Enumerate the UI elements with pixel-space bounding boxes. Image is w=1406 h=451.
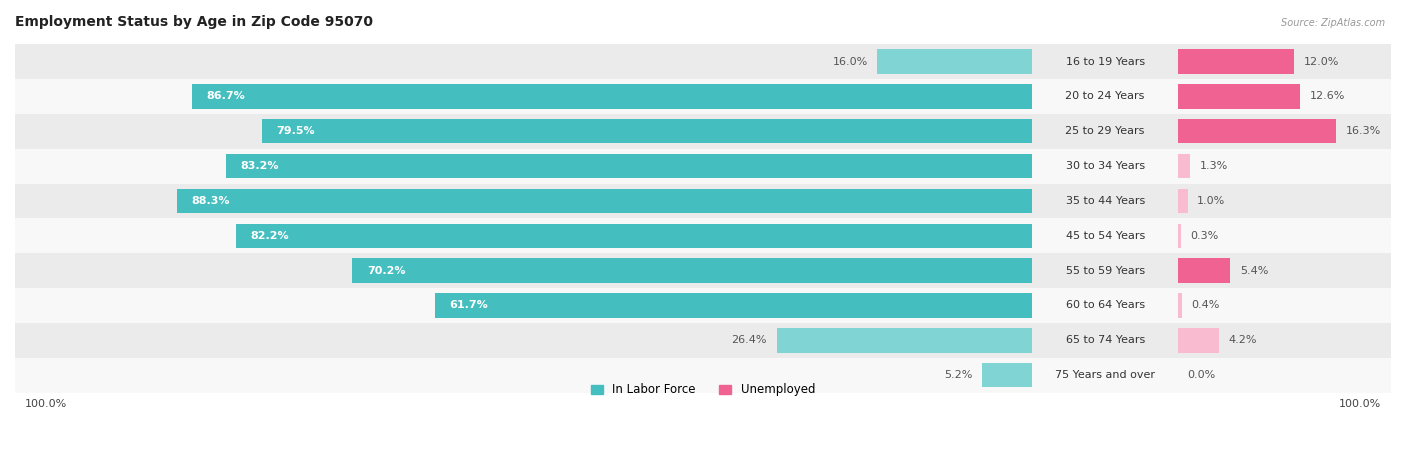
Bar bbox=[1178, 258, 1230, 283]
Bar bbox=[1178, 49, 1294, 74]
Text: 1.3%: 1.3% bbox=[1201, 161, 1229, 171]
Bar bbox=[1178, 293, 1181, 318]
Text: 35 to 44 Years: 35 to 44 Years bbox=[1066, 196, 1144, 206]
Bar bbox=[15, 149, 1391, 184]
Text: 100.0%: 100.0% bbox=[1339, 399, 1381, 409]
Text: 86.7%: 86.7% bbox=[207, 92, 246, 101]
Bar bbox=[193, 84, 1032, 109]
Text: 45 to 54 Years: 45 to 54 Years bbox=[1066, 231, 1144, 241]
Bar bbox=[981, 363, 1032, 387]
Bar bbox=[353, 258, 1032, 283]
Bar bbox=[15, 358, 1391, 393]
Text: 16.3%: 16.3% bbox=[1346, 126, 1381, 136]
Bar bbox=[1178, 189, 1188, 213]
Bar bbox=[15, 184, 1391, 218]
Legend: In Labor Force, Unemployed: In Labor Force, Unemployed bbox=[586, 378, 820, 401]
Bar bbox=[15, 253, 1391, 288]
Text: 100.0%: 100.0% bbox=[25, 399, 67, 409]
Text: 0.4%: 0.4% bbox=[1191, 300, 1220, 310]
Text: 70.2%: 70.2% bbox=[367, 266, 405, 276]
Text: Source: ZipAtlas.com: Source: ZipAtlas.com bbox=[1281, 18, 1385, 28]
Text: 88.3%: 88.3% bbox=[191, 196, 229, 206]
Bar bbox=[15, 288, 1391, 323]
Bar bbox=[776, 328, 1032, 353]
Bar bbox=[1178, 154, 1191, 178]
Text: 4.2%: 4.2% bbox=[1229, 336, 1257, 345]
Text: 5.2%: 5.2% bbox=[943, 370, 973, 380]
Text: 61.7%: 61.7% bbox=[449, 300, 488, 310]
Text: Employment Status by Age in Zip Code 95070: Employment Status by Age in Zip Code 950… bbox=[15, 15, 373, 29]
Text: 65 to 74 Years: 65 to 74 Years bbox=[1066, 336, 1144, 345]
Text: 16 to 19 Years: 16 to 19 Years bbox=[1066, 56, 1144, 66]
Text: 12.0%: 12.0% bbox=[1303, 56, 1339, 66]
Bar bbox=[262, 119, 1032, 143]
Text: 83.2%: 83.2% bbox=[240, 161, 280, 171]
Text: 30 to 34 Years: 30 to 34 Years bbox=[1066, 161, 1144, 171]
Bar bbox=[877, 49, 1032, 74]
Bar bbox=[1178, 119, 1336, 143]
Bar bbox=[177, 189, 1032, 213]
Text: 16.0%: 16.0% bbox=[832, 56, 868, 66]
Text: 82.2%: 82.2% bbox=[250, 231, 290, 241]
Text: 25 to 29 Years: 25 to 29 Years bbox=[1066, 126, 1144, 136]
Text: 26.4%: 26.4% bbox=[731, 336, 766, 345]
Text: 0.3%: 0.3% bbox=[1191, 231, 1219, 241]
Bar bbox=[1178, 224, 1181, 248]
Text: 12.6%: 12.6% bbox=[1309, 92, 1346, 101]
Text: 5.4%: 5.4% bbox=[1240, 266, 1268, 276]
Bar bbox=[15, 218, 1391, 253]
Text: 75 Years and over: 75 Years and over bbox=[1054, 370, 1156, 380]
Text: 0.0%: 0.0% bbox=[1188, 370, 1216, 380]
Bar bbox=[434, 293, 1032, 318]
Bar bbox=[1178, 328, 1219, 353]
Text: 55 to 59 Years: 55 to 59 Years bbox=[1066, 266, 1144, 276]
Text: 20 to 24 Years: 20 to 24 Years bbox=[1066, 92, 1144, 101]
Bar bbox=[15, 44, 1391, 79]
Bar bbox=[226, 154, 1032, 178]
Text: 1.0%: 1.0% bbox=[1197, 196, 1226, 206]
Bar bbox=[1178, 84, 1301, 109]
Text: 60 to 64 Years: 60 to 64 Years bbox=[1066, 300, 1144, 310]
Bar bbox=[15, 323, 1391, 358]
Text: 79.5%: 79.5% bbox=[277, 126, 315, 136]
Bar bbox=[236, 224, 1032, 248]
Bar bbox=[15, 114, 1391, 149]
Bar bbox=[15, 79, 1391, 114]
